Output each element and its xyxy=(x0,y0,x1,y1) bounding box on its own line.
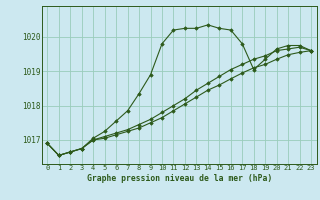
X-axis label: Graphe pression niveau de la mer (hPa): Graphe pression niveau de la mer (hPa) xyxy=(87,174,272,183)
